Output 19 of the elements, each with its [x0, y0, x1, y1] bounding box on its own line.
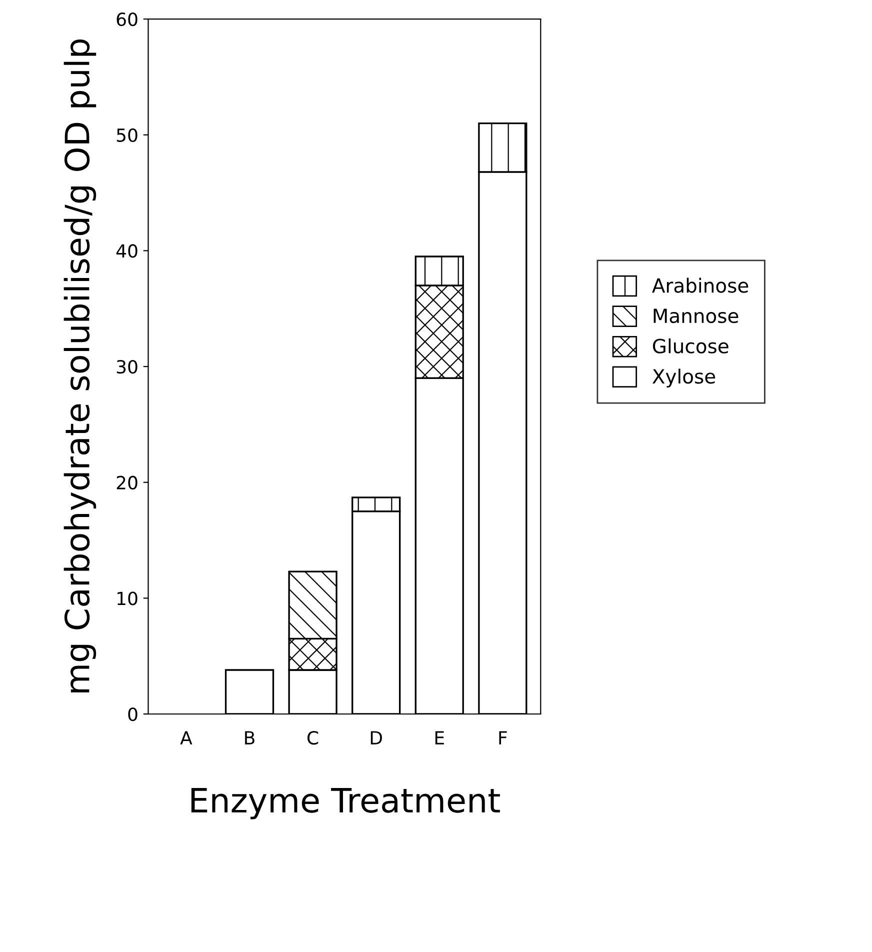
y-tick-label: 50: [116, 128, 138, 142]
x-tick-label: B: [245, 731, 254, 744]
y-tick-label: 40: [116, 244, 138, 258]
x-axis-title: Enzyme Treatment: [191, 788, 500, 820]
legend-label: Glucose: [652, 338, 728, 354]
legend-label: Mannose: [654, 308, 738, 324]
x-tick-label: D: [370, 731, 382, 744]
x-tick-label: F: [499, 731, 507, 744]
y-axis-title: mg Carbohydrate solubilised/g OD pulp: [64, 39, 96, 692]
x-tick-label: C: [308, 730, 318, 745]
x-tick-label: E: [435, 731, 444, 744]
x-tick-label: A: [180, 731, 192, 744]
y-tick-label: 20: [116, 476, 138, 490]
legend-label: Arabinose: [652, 278, 748, 293]
y-tick-label: 30: [116, 360, 138, 374]
y-tick-label: 10: [118, 592, 138, 606]
y-tick-label: 60: [116, 12, 138, 26]
y-tick-label: 0: [128, 707, 138, 722]
legend-label: Xylose: [652, 368, 716, 388]
